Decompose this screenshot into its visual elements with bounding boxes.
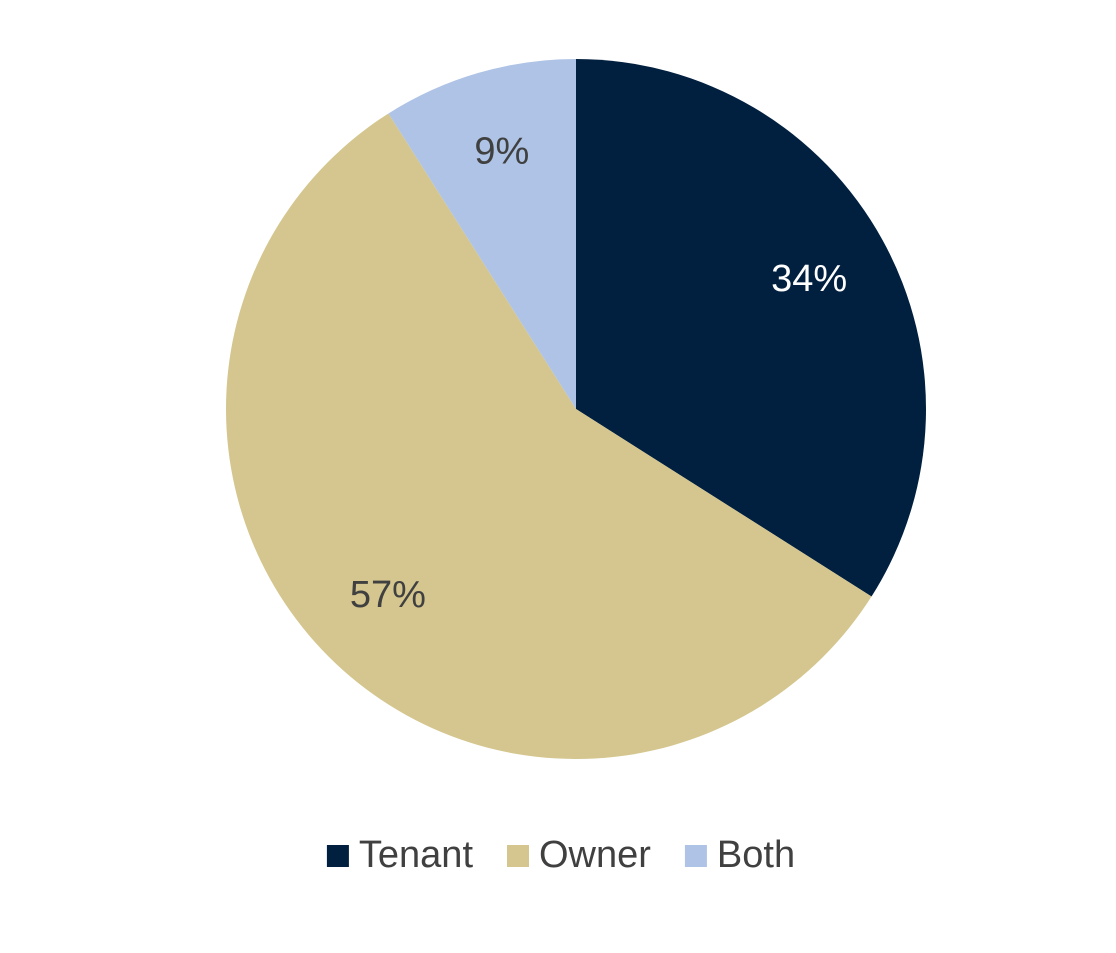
legend-swatch bbox=[684, 845, 707, 867]
legend-label: Owner bbox=[539, 834, 651, 876]
pie-slice bbox=[576, 59, 926, 597]
data-label: 34% bbox=[771, 258, 847, 300]
data-label: 9% bbox=[474, 131, 529, 173]
legend: Tenant Owner Both bbox=[326, 834, 795, 876]
data-label: 57% bbox=[350, 574, 426, 616]
legend-swatch bbox=[326, 845, 349, 867]
pie-slice bbox=[225, 113, 872, 759]
legend-swatch bbox=[507, 845, 529, 867]
legend-label: Both bbox=[717, 834, 795, 876]
legend-label: Tenant bbox=[359, 834, 474, 876]
pie-slice bbox=[388, 59, 576, 409]
